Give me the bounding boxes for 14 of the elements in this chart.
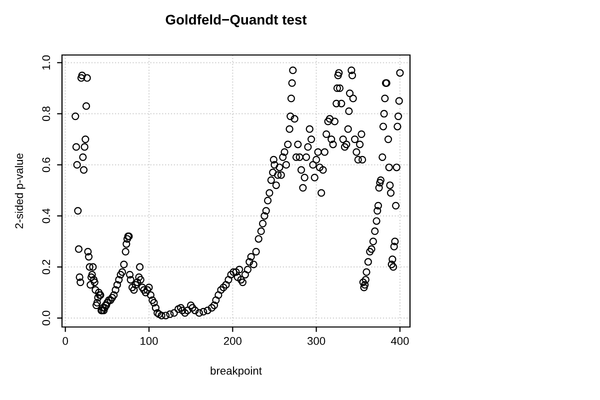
y-tick-label: 0.6 <box>42 158 50 172</box>
y-tick-label: 0.0 <box>42 310 50 326</box>
y-tick-label: 0.4 <box>42 208 50 224</box>
x-tick-label: 300 <box>307 337 326 345</box>
chart-title: Goldfeld−Quandt test <box>166 14 307 28</box>
x-tick-label: 400 <box>390 337 409 345</box>
x-tick-label: 100 <box>140 337 158 345</box>
x-axis-title: breakpoint <box>210 366 262 377</box>
y-axis-title: 2-sided p-value <box>14 154 26 228</box>
y-tick-label: 1.0 <box>42 55 50 70</box>
y-tick-label: 0.2 <box>42 260 50 274</box>
y-tick-label: 0.8 <box>42 106 50 122</box>
x-tick-label: 0 <box>62 337 68 345</box>
x-tick-label: 200 <box>224 337 242 345</box>
